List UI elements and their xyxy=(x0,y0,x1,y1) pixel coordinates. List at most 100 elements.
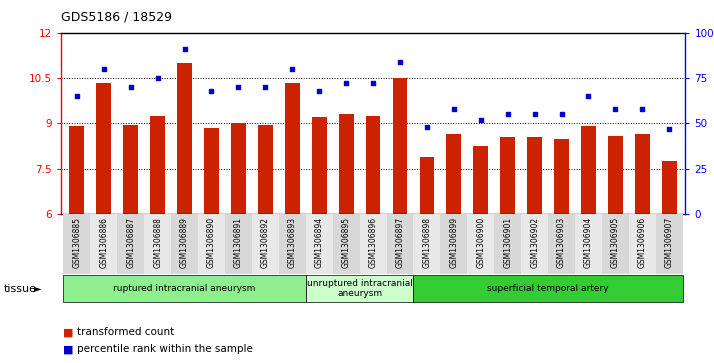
Bar xyxy=(656,214,683,274)
Bar xyxy=(258,125,273,214)
Text: GSM1306902: GSM1306902 xyxy=(530,217,539,268)
Point xyxy=(663,126,675,132)
Bar xyxy=(446,134,461,214)
Bar xyxy=(117,214,144,274)
Bar xyxy=(527,137,542,214)
Text: GSM1306893: GSM1306893 xyxy=(288,217,297,268)
Bar xyxy=(468,214,494,274)
Point xyxy=(529,111,540,117)
Point xyxy=(341,81,352,86)
Point xyxy=(98,66,109,72)
Bar xyxy=(635,134,650,214)
Bar xyxy=(90,214,117,274)
Bar xyxy=(608,135,623,214)
FancyBboxPatch shape xyxy=(64,275,306,302)
Bar xyxy=(413,214,441,274)
Bar xyxy=(441,214,468,274)
Bar xyxy=(171,214,198,274)
Bar xyxy=(420,157,434,214)
Bar xyxy=(581,126,596,214)
Bar xyxy=(554,139,569,214)
Text: GSM1306890: GSM1306890 xyxy=(207,217,216,268)
Bar xyxy=(386,214,413,274)
Text: transformed count: transformed count xyxy=(77,327,174,337)
Text: ■: ■ xyxy=(63,327,74,337)
Bar xyxy=(629,214,656,274)
Text: percentile rank within the sample: percentile rank within the sample xyxy=(77,344,253,354)
Point xyxy=(71,93,83,99)
Point xyxy=(178,46,190,52)
Text: GSM1306899: GSM1306899 xyxy=(449,217,458,268)
Text: ■: ■ xyxy=(63,344,74,354)
Point xyxy=(583,93,594,99)
Text: unruptured intracranial
aneurysm: unruptured intracranial aneurysm xyxy=(307,278,413,298)
FancyBboxPatch shape xyxy=(413,275,683,302)
Point xyxy=(448,106,460,112)
Point xyxy=(394,59,406,65)
Point xyxy=(125,84,136,90)
Text: ►: ► xyxy=(34,284,42,294)
Text: GSM1306895: GSM1306895 xyxy=(341,217,351,268)
Bar xyxy=(306,214,333,274)
Bar xyxy=(285,83,300,214)
Text: GSM1306901: GSM1306901 xyxy=(503,217,512,268)
Bar xyxy=(575,214,602,274)
FancyBboxPatch shape xyxy=(306,275,413,302)
Point xyxy=(610,106,621,112)
Text: GSM1306885: GSM1306885 xyxy=(72,217,81,268)
Text: GSM1306897: GSM1306897 xyxy=(396,217,405,268)
Bar xyxy=(124,125,138,214)
Bar xyxy=(69,126,84,214)
Bar xyxy=(278,214,306,274)
Point xyxy=(233,84,244,90)
Text: superficial temporal artery: superficial temporal artery xyxy=(487,284,609,293)
Text: GSM1306888: GSM1306888 xyxy=(153,217,162,268)
Bar xyxy=(360,214,386,274)
Text: GSM1306889: GSM1306889 xyxy=(180,217,189,268)
Point xyxy=(421,124,433,130)
Text: GSM1306887: GSM1306887 xyxy=(126,217,135,268)
Point xyxy=(556,111,568,117)
Bar xyxy=(204,128,219,214)
Text: GSM1306903: GSM1306903 xyxy=(557,217,566,268)
Bar xyxy=(177,63,192,214)
Text: GSM1306894: GSM1306894 xyxy=(315,217,323,268)
Bar xyxy=(64,214,90,274)
Text: GSM1306891: GSM1306891 xyxy=(234,217,243,268)
Point xyxy=(313,88,325,94)
Bar xyxy=(312,117,326,214)
Bar xyxy=(602,214,629,274)
Text: GSM1306896: GSM1306896 xyxy=(368,217,378,268)
Bar xyxy=(548,214,575,274)
Text: tissue: tissue xyxy=(4,284,36,294)
Bar xyxy=(366,116,381,214)
Bar xyxy=(494,214,521,274)
Text: GSM1306892: GSM1306892 xyxy=(261,217,270,268)
Bar xyxy=(393,78,408,214)
Point xyxy=(367,81,378,86)
Point xyxy=(286,66,298,72)
Point xyxy=(475,117,486,123)
Bar xyxy=(144,214,171,274)
Text: ruptured intracranial aneurysm: ruptured intracranial aneurysm xyxy=(114,284,256,293)
Bar xyxy=(333,214,360,274)
Point xyxy=(152,75,164,81)
Text: GSM1306904: GSM1306904 xyxy=(584,217,593,268)
Point xyxy=(637,106,648,112)
Text: GSM1306900: GSM1306900 xyxy=(476,217,486,268)
Bar xyxy=(96,83,111,214)
Bar xyxy=(150,116,165,214)
Text: GSM1306906: GSM1306906 xyxy=(638,217,647,268)
Point xyxy=(502,111,513,117)
Bar xyxy=(521,214,548,274)
Text: GSM1306907: GSM1306907 xyxy=(665,217,674,268)
Point xyxy=(260,84,271,90)
Bar xyxy=(231,123,246,214)
Bar xyxy=(252,214,278,274)
Bar xyxy=(198,214,225,274)
Point xyxy=(206,88,217,94)
Bar xyxy=(473,146,488,214)
Bar xyxy=(662,161,677,214)
Text: GSM1306898: GSM1306898 xyxy=(423,217,431,268)
Text: GDS5186 / 18529: GDS5186 / 18529 xyxy=(61,11,171,24)
